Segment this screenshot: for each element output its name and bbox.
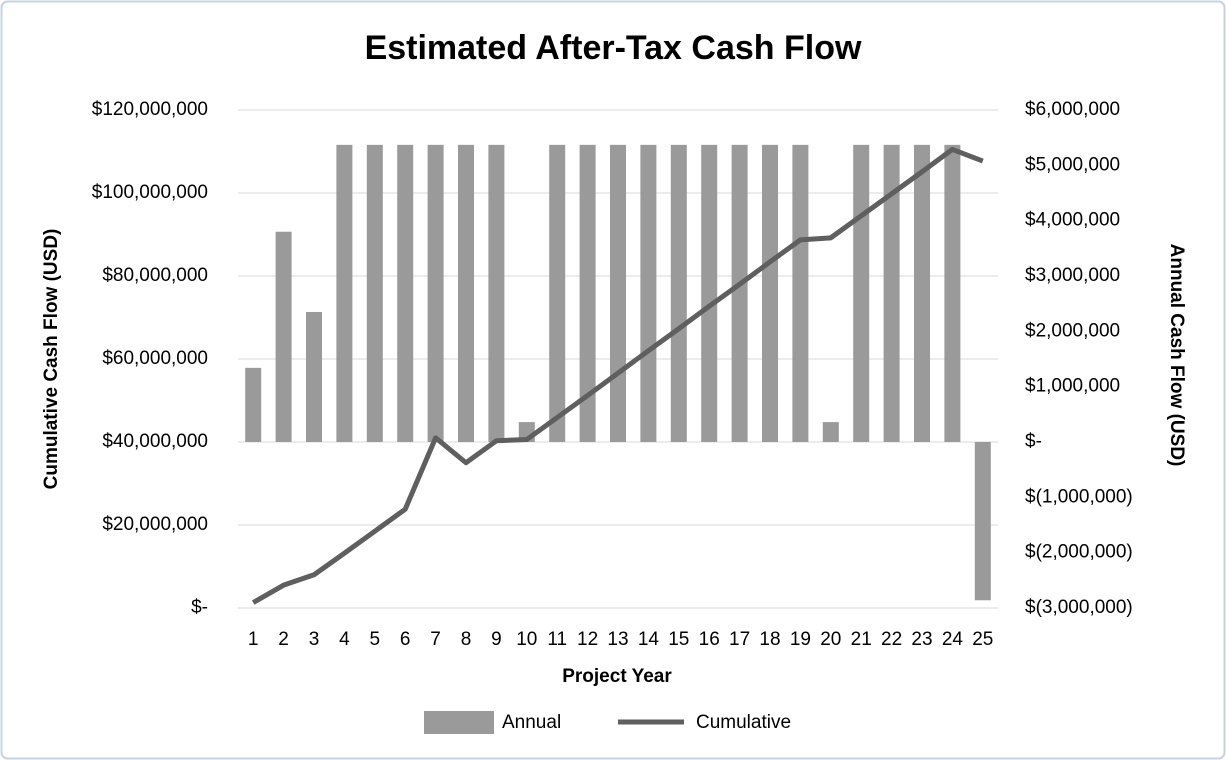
x-tick-label: 13 (607, 629, 628, 650)
x-axis-title: Project Year (562, 666, 672, 687)
y-tick-label: $80,000,000 (102, 265, 208, 286)
y2-tick-label: $6,000,000 (1025, 99, 1120, 120)
bar (883, 144, 900, 443)
y2-tick-label: $2,000,000 (1025, 320, 1120, 341)
x-tick-label: 14 (638, 629, 660, 650)
bar (366, 144, 383, 443)
y-tick-label: $100,000,000 (92, 182, 208, 203)
x-tick-label: 22 (881, 629, 902, 650)
y2-tick-label: $- (1025, 431, 1042, 452)
legend-label: Cumulative (696, 712, 791, 733)
bar (579, 144, 596, 443)
y2-axis-title: Annual Cash Flow (USD) (1166, 244, 1187, 467)
x-tick-label: 12 (577, 629, 598, 650)
bar (670, 144, 687, 443)
x-tick-label: 19 (790, 629, 811, 650)
y-tick-label: $120,000,000 (92, 99, 208, 120)
bar (458, 144, 474, 443)
bar (853, 144, 870, 443)
bar (762, 144, 778, 443)
y2-tick-label: $1,000,000 (1025, 376, 1120, 397)
bar (792, 144, 809, 443)
x-tick-label: 8 (461, 629, 472, 650)
x-tick-label: 20 (820, 629, 841, 650)
x-tick-label: 11 (547, 629, 567, 650)
y2-tick-label: $5,000,000 (1025, 154, 1120, 175)
line (251, 146, 984, 605)
x-tick-label: 4 (339, 629, 350, 650)
x-tick-label: 25 (972, 629, 993, 650)
chart-title: Estimated After-Tax Cash Flow (365, 29, 862, 67)
bar (944, 144, 961, 443)
y-axis-title: Cumulative Cash Flow (USD) (41, 229, 62, 490)
x-tick-label: 2 (278, 629, 289, 650)
y2-tick-label: $3,000,000 (1025, 265, 1120, 286)
x-tick-label: 18 (759, 629, 780, 650)
bar (245, 367, 262, 442)
bar (549, 144, 566, 443)
bar (275, 231, 292, 442)
x-tick-label: 17 (729, 629, 750, 650)
bar (488, 144, 505, 443)
y2-tick-label: $(3,000,000) (1025, 597, 1133, 618)
x-tick-label: 23 (911, 629, 932, 650)
bar (701, 144, 718, 443)
bar (640, 144, 657, 443)
x-tick-label: 1 (248, 629, 259, 650)
x-tick-label: 24 (942, 629, 964, 650)
legend-label: Annual (502, 712, 561, 733)
x-tick-label: 7 (430, 629, 441, 650)
x-tick-label: 9 (491, 629, 502, 650)
x-tick-label: 5 (370, 629, 381, 650)
x-tick-label: 3 (309, 629, 320, 650)
bar (610, 144, 626, 443)
bar (336, 144, 353, 443)
y2-tick-label: $4,000,000 (1025, 210, 1120, 231)
x-tick-label: 16 (699, 629, 720, 650)
bar (914, 144, 930, 443)
y-tick-label: $- (191, 597, 208, 618)
x-tick-label: 6 (400, 629, 411, 650)
bar (427, 144, 444, 443)
bar (731, 144, 748, 443)
x-tick-label: 15 (668, 629, 689, 650)
bar (822, 422, 839, 442)
bar (974, 442, 991, 601)
y-tick-label: $60,000,000 (102, 348, 208, 369)
y2-tick-label: $(2,000,000) (1025, 542, 1133, 563)
y-tick-label: $40,000,000 (102, 431, 208, 452)
x-tick-label: 10 (516, 629, 537, 650)
bar (397, 144, 414, 443)
legend-swatch (424, 711, 494, 734)
bar (306, 311, 322, 442)
x-tick-label: 21 (851, 629, 872, 650)
y2-tick-label: $(1,000,000) (1025, 486, 1133, 507)
y-tick-label: $20,000,000 (102, 514, 208, 535)
